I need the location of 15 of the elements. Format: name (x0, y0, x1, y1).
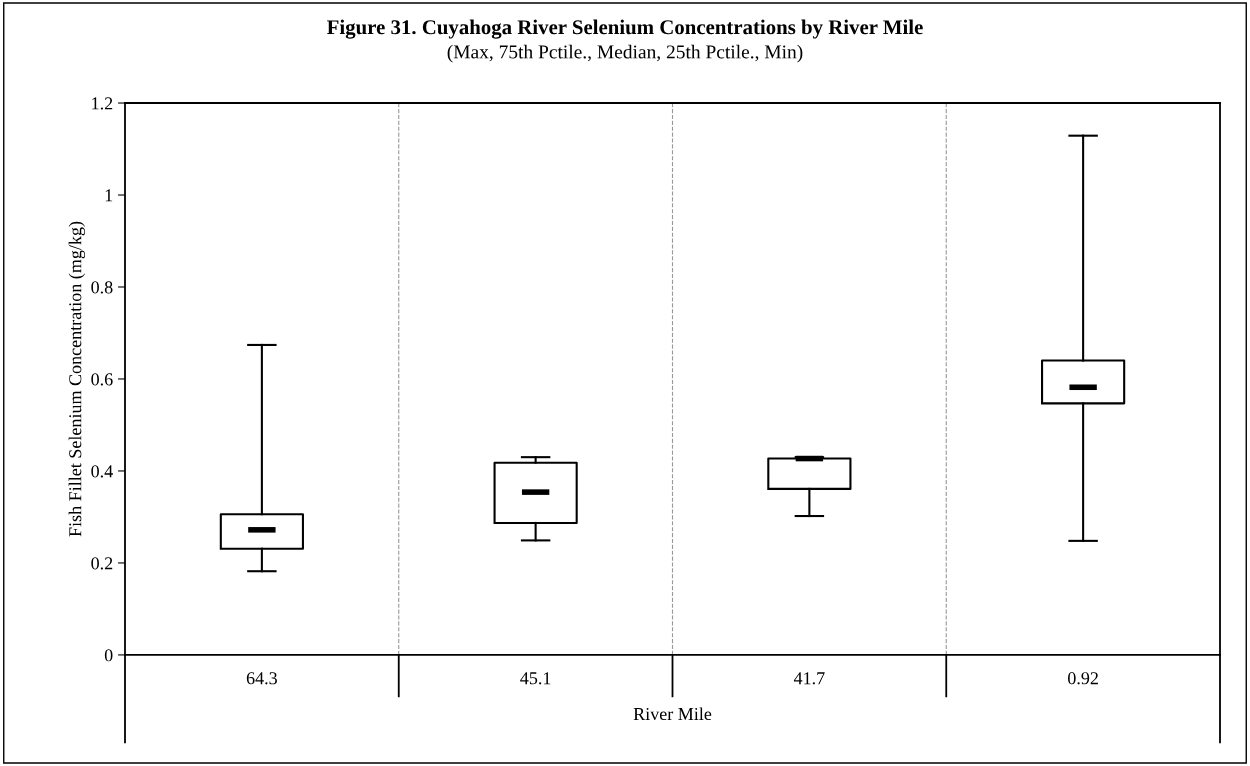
y-axis-title: Fish Fillet Selenium Concentration (mg/kg) (68, 221, 86, 537)
x-axis-title: River Mile (633, 707, 712, 721)
y-tick-label: 0.4 (91, 465, 113, 478)
x-tick-label: 45.1 (520, 672, 551, 685)
y-tick-label: 1.2 (92, 97, 113, 110)
y-tick-label: 0.2 (91, 557, 113, 570)
y-tick-label: 0 (104, 649, 113, 662)
chart-title: Figure 31. Cuyahoga River Selenium Concentrations by River Mile (327, 19, 923, 39)
y-tick-label: 0.6 (91, 373, 113, 386)
x-tick-label: 41.7 (793, 672, 825, 685)
x-tick-label: 64.3 (246, 672, 277, 685)
chart-subtitle: (Max, 75th Pctile., Median, 25th Pctile., Min) (447, 44, 803, 63)
y-tick-label: 0.8 (91, 281, 113, 294)
x-tick-label: 0.92 (1068, 672, 1098, 685)
y-tick-label: 1 (105, 189, 113, 202)
